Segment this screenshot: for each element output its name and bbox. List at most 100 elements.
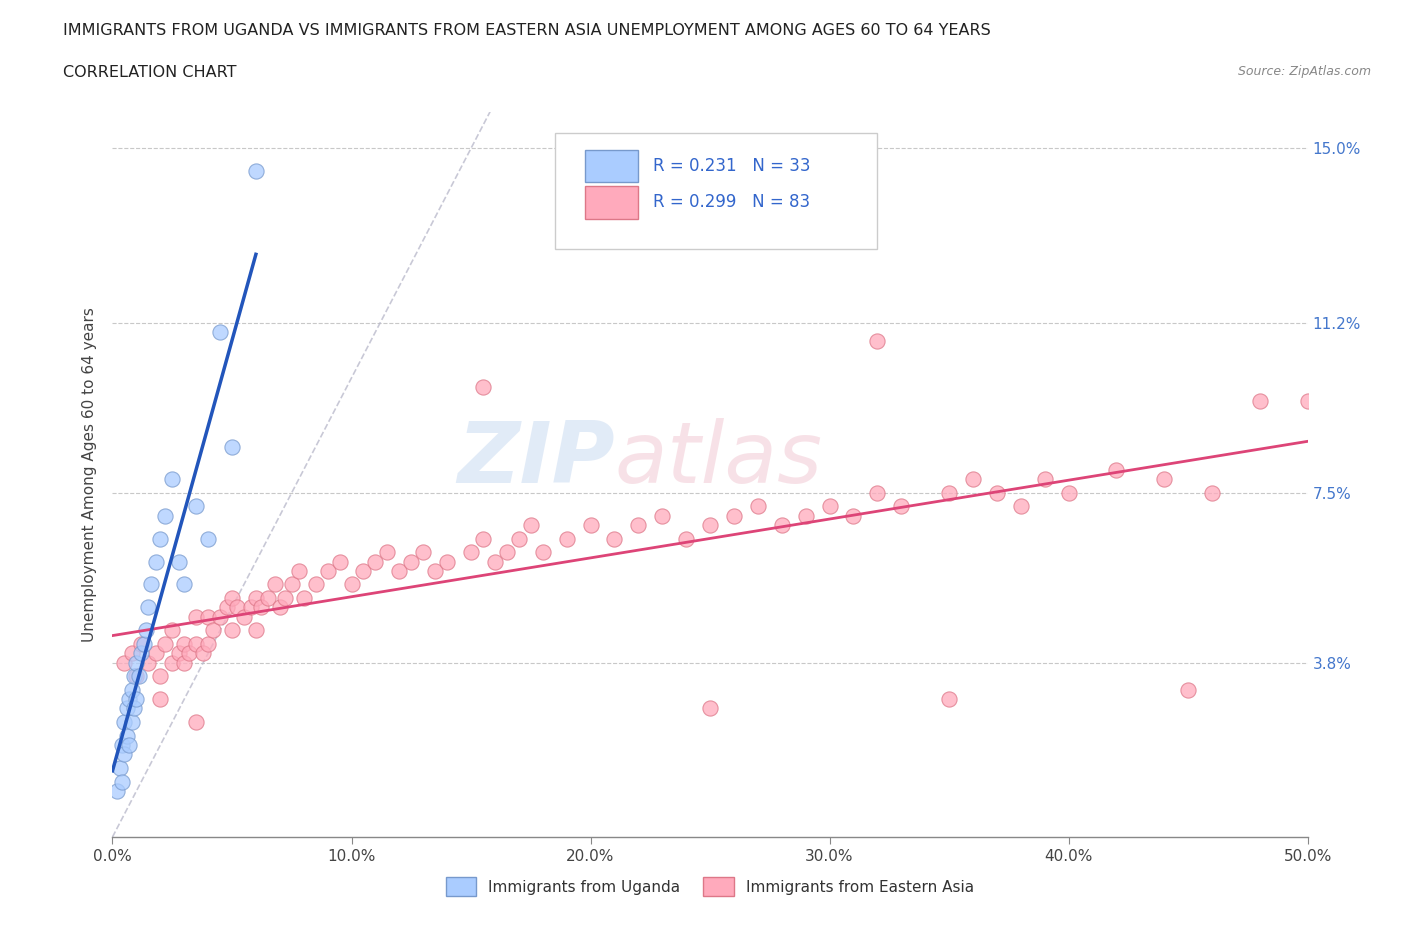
Point [129,646,152,661]
Point [173,655,195,670]
Point [1010,499,1032,514]
Point [118,737,141,752]
Text: atlas: atlas [614,418,823,501]
Point [118,692,141,707]
Point [364,554,387,569]
Point [352,564,374,578]
Point [221,591,243,605]
Point [245,164,267,179]
Point [627,517,650,532]
Bar [585,186,638,219]
Point [770,517,793,532]
Point [245,591,267,605]
Text: Source: ZipAtlas.com: Source: ZipAtlas.com [1237,65,1371,78]
Point [472,379,495,394]
Point [149,531,172,546]
Point [225,600,247,615]
Point [1177,683,1199,698]
Point [221,623,243,638]
Point [125,669,148,684]
Bar [585,150,638,182]
Point [162,655,183,670]
Point [264,577,287,591]
Point [111,737,134,752]
Point [233,609,256,624]
Point [579,517,602,532]
Point [115,728,138,743]
Point [145,554,167,569]
Point [114,747,135,762]
Point [138,655,160,670]
Point [273,591,295,605]
Point [125,692,148,707]
Point [723,508,745,523]
Point [121,646,143,661]
Point [114,655,135,670]
Point [209,609,232,624]
Point [794,508,817,523]
Point [316,564,339,578]
Point [217,600,239,615]
Point [132,637,155,652]
Text: R = 0.299   N = 83: R = 0.299 N = 83 [652,193,810,211]
Text: CORRELATION CHART: CORRELATION CHART [63,65,236,80]
Point [436,554,458,569]
Point [186,715,208,730]
Point [245,623,267,638]
Point [257,591,280,605]
Y-axis label: Unemployment Among Ages 60 to 64 years: Unemployment Among Ages 60 to 64 years [82,307,97,642]
Point [153,508,176,523]
Point [340,577,363,591]
Point [121,683,143,698]
Point [603,531,626,546]
Point [221,439,243,454]
Point [129,637,152,652]
Point [1201,485,1223,500]
Text: IMMIGRANTS FROM UGANDA VS IMMIGRANTS FROM EASTERN ASIA UNEMPLOYMENT AMONG AGES 6: IMMIGRANTS FROM UGANDA VS IMMIGRANTS FRO… [63,23,991,38]
Point [484,554,506,569]
Point [269,600,291,615]
Point [866,485,889,500]
Point [173,577,195,591]
Point [138,600,160,615]
Point [186,499,208,514]
Point [125,655,148,670]
Point [135,623,157,638]
Point [288,564,311,578]
Point [1105,462,1128,477]
Point [1033,472,1056,486]
Text: R = 0.231   N = 33: R = 0.231 N = 33 [652,157,810,175]
Point [377,545,399,560]
Point [675,531,697,546]
Point [145,646,167,661]
Point [651,508,673,523]
Point [201,623,224,638]
Point [115,701,138,716]
Point [111,775,134,790]
Point [114,715,135,730]
Point [186,637,208,652]
Point [128,669,150,684]
Point [699,517,721,532]
Point [139,577,162,591]
Point [169,646,191,661]
Point [281,577,304,591]
Point [938,485,960,500]
Point [866,334,889,349]
Point [986,485,1008,500]
Point [401,554,423,569]
Point [496,545,519,560]
Text: ZIP: ZIP [457,418,614,501]
Point [186,609,208,624]
Point [197,531,219,546]
Point [105,784,128,799]
Point [193,646,215,661]
Point [329,554,352,569]
FancyBboxPatch shape [554,133,877,249]
Point [149,692,172,707]
Point [818,499,841,514]
Point [1153,472,1175,486]
Point [209,325,232,339]
Point [153,637,176,652]
Point [149,669,172,684]
